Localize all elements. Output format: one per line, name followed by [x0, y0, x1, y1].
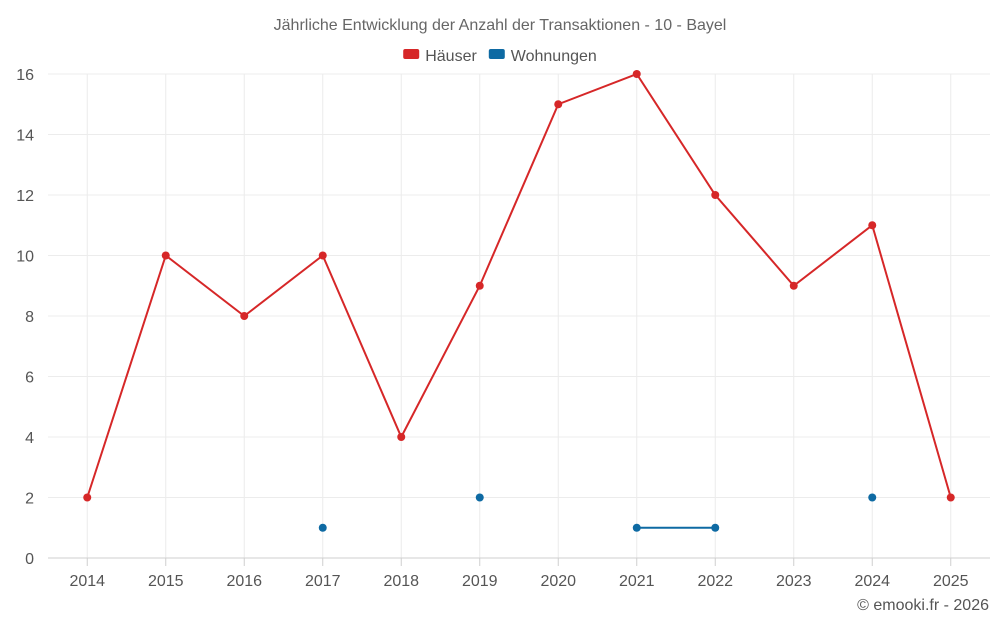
- legend-swatch: [488, 49, 505, 59]
- x-tick-label: 2023: [776, 573, 812, 590]
- series-0: [83, 70, 955, 502]
- x-tick-label: 2021: [619, 573, 655, 590]
- y-tick-label: 6: [25, 370, 34, 387]
- y-tick-label: 8: [25, 309, 34, 326]
- y-tick-label: 2: [25, 491, 34, 508]
- x-tick-label: 2025: [933, 573, 969, 590]
- y-axis: 0 2 4 6 8 10 12 14 16: [16, 67, 34, 568]
- x-tick-label: 2016: [226, 573, 262, 590]
- x-tick-label: 2018: [383, 573, 419, 590]
- data-point[interactable]: [475, 281, 484, 290]
- data-point[interactable]: [397, 433, 406, 441]
- legend-swatch: [403, 49, 420, 59]
- data-point[interactable]: [711, 191, 720, 199]
- legend-item-1[interactable]: Wohnungen: [488, 48, 597, 65]
- y-tick-label: 14: [16, 128, 34, 145]
- x-tick-label: 2017: [305, 573, 341, 590]
- data-point[interactable]: [632, 70, 641, 78]
- credit-text: © emooki.fr - 2026: [857, 597, 989, 614]
- data-point[interactable]: [789, 281, 798, 290]
- series-1: [318, 493, 877, 532]
- series-line: [86, 72, 952, 498]
- x-tick-label: 2022: [697, 573, 733, 590]
- data-point[interactable]: [554, 100, 563, 109]
- legend: Häuser Wohnungen: [403, 48, 597, 65]
- data-point[interactable]: [868, 221, 877, 230]
- y-tick-label: 4: [25, 430, 34, 447]
- grid: [48, 73, 990, 559]
- data-point[interactable]: [318, 251, 327, 260]
- data-point[interactable]: [946, 493, 955, 502]
- y-tick-label: 12: [16, 188, 34, 205]
- data-point[interactable]: [868, 493, 877, 502]
- y-tick-label: 10: [16, 249, 34, 266]
- x-tick-label: 2015: [148, 573, 184, 590]
- data-point[interactable]: [161, 251, 170, 260]
- y-tick-label: 16: [16, 67, 34, 84]
- y-tick-label: 0: [25, 551, 34, 568]
- data-point[interactable]: [318, 523, 327, 532]
- x-tick-label: 2020: [540, 573, 576, 590]
- x-tick-label: 2024: [854, 573, 890, 590]
- x-axis: 2014 2015 2016 2017 2018 2019 2020 2021 2022 2023…: [69, 558, 969, 590]
- legend-label: Wohnungen: [511, 48, 597, 65]
- data-point[interactable]: [475, 493, 484, 502]
- x-tick-label: 2014: [69, 573, 105, 590]
- legend-item-0[interactable]: Häuser: [403, 48, 477, 65]
- data-point[interactable]: [240, 312, 249, 320]
- chart-title: Jährliche Entwicklung der Anzahl der Tra…: [274, 17, 727, 34]
- data-point[interactable]: [711, 523, 720, 532]
- series-group: [83, 70, 955, 532]
- data-point[interactable]: [632, 523, 641, 532]
- x-tick-label: 2019: [462, 573, 498, 590]
- legend-label: Häuser: [425, 48, 477, 65]
- data-point[interactable]: [83, 493, 92, 502]
